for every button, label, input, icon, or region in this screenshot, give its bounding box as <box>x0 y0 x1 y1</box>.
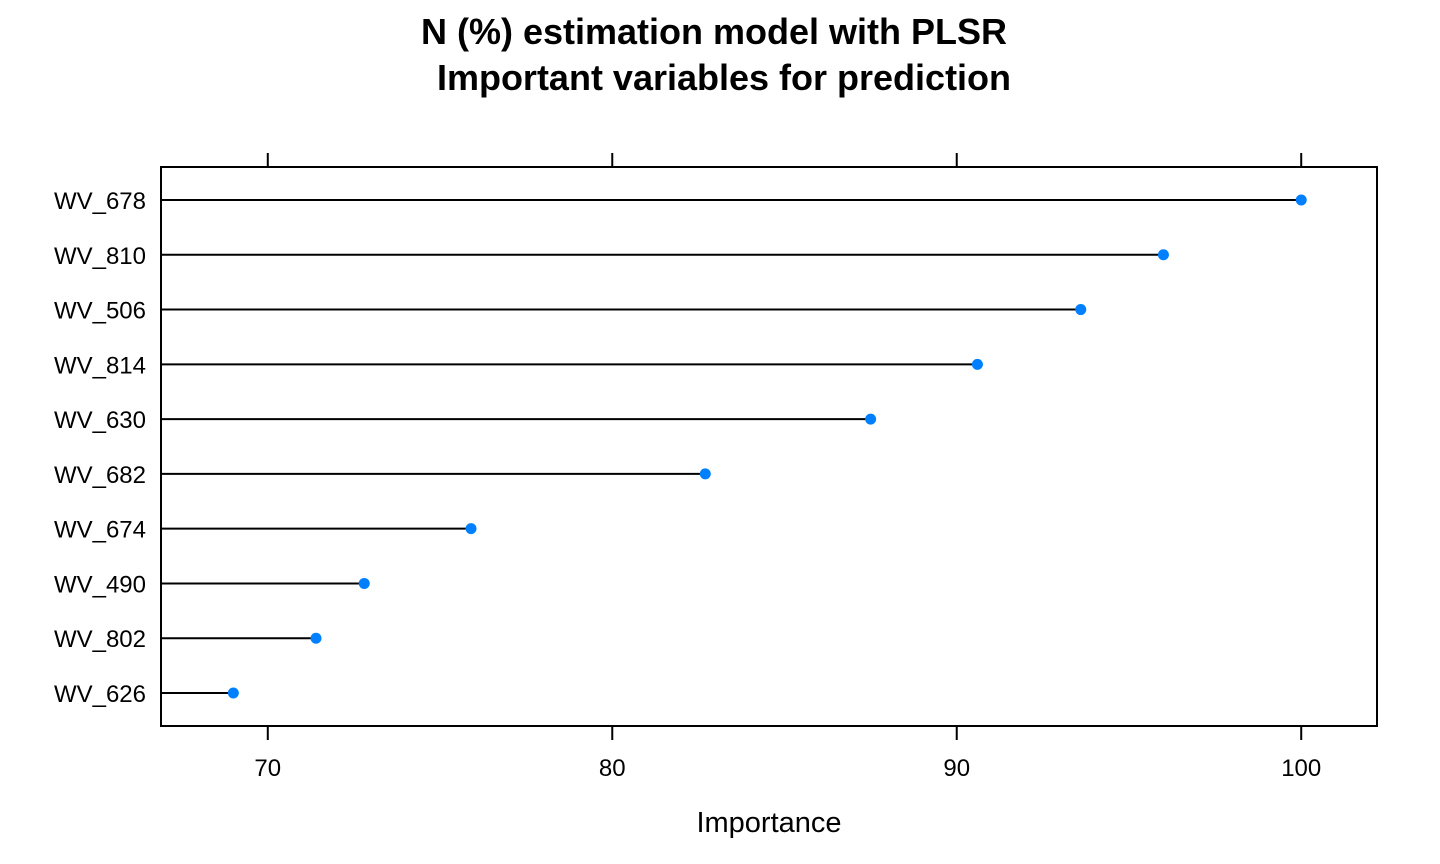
data-point <box>310 632 322 644</box>
plot-frame <box>160 166 1378 727</box>
data-point <box>865 413 877 425</box>
x-tick-label-group: 70 80 90 100 <box>254 755 1321 782</box>
y-tick-label: WV_506 <box>54 298 146 325</box>
point-group <box>227 194 1307 699</box>
data-point <box>699 468 711 480</box>
x-tick-label: 90 <box>943 755 970 782</box>
y-tick-label: WV_802 <box>54 626 146 653</box>
data-point <box>1295 194 1307 206</box>
data-point <box>1157 249 1169 261</box>
y-tick-label: WV_630 <box>54 407 146 434</box>
data-point <box>465 523 477 535</box>
y-tick-label: WV_682 <box>54 462 146 489</box>
tick-group <box>266 153 1303 740</box>
y-tick-label: WV_674 <box>54 517 146 544</box>
data-point <box>971 358 983 370</box>
data-point <box>227 687 239 699</box>
data-point <box>1075 304 1087 316</box>
x-axis-label: Importance <box>696 807 841 839</box>
y-tick-label: WV_490 <box>54 571 146 598</box>
chart-title-line-1: N (%) estimation model with PLSR <box>421 11 1007 52</box>
y-tick-label: WV_810 <box>54 243 146 270</box>
y-tick-label: WV_678 <box>54 188 146 215</box>
y-tick-label: WV_626 <box>54 681 146 708</box>
x-tick-label: 80 <box>599 755 626 782</box>
y-tick-label-group: WV_678 WV_810 WV_506 WV_814 WV_630 WV_682 WV_6… <box>54 188 146 708</box>
x-tick-label: 70 <box>254 755 281 782</box>
data-point <box>358 577 370 589</box>
y-tick-label: WV_814 <box>54 352 146 379</box>
stem-group <box>161 199 1302 694</box>
x-tick-label: 100 <box>1281 755 1321 782</box>
chart-title-line-2: Important variables for prediction <box>437 57 1011 98</box>
